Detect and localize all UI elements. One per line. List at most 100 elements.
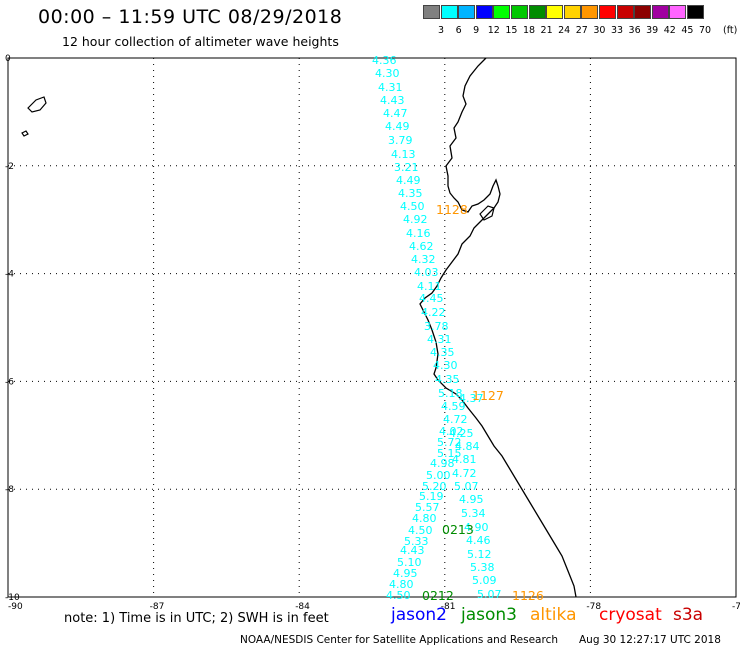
lon-tick-label: -90 <box>8 602 23 612</box>
wave-height-label: 5.33 <box>404 535 429 548</box>
wave-height-label: 4.02 <box>439 425 464 438</box>
lon-tick-label: -81 <box>441 602 456 612</box>
legend-swatch <box>475 5 493 19</box>
legend-swatch <box>616 5 634 19</box>
legend-swatch <box>423 5 440 19</box>
lon-tick-label: -78 <box>586 602 601 612</box>
legend-label: 9 <box>473 25 480 36</box>
legend-label: 39 <box>646 25 659 36</box>
wave-height-label: 5.07 <box>477 588 502 601</box>
wave-height-label: 5.18 <box>438 387 463 400</box>
wave-height-label: 4.50 <box>386 589 411 602</box>
wave-height-label: 4.31 <box>378 81 403 94</box>
wave-height-label: 4.35 <box>435 373 460 386</box>
wave-height-label: 4.47 <box>383 107 408 120</box>
wave-height-label: 4.72 <box>443 413 468 426</box>
wave-height-label: 4.92 <box>403 213 428 226</box>
lon-tick-label: -75 <box>732 602 740 612</box>
wave-height-label: 5.34 <box>461 507 486 520</box>
legend-label: 36 <box>628 25 641 36</box>
wave-height-label: 4.03 <box>414 266 439 279</box>
wave-height-label: 4.50 <box>408 524 433 537</box>
wave-height-label: 4.80 <box>412 512 437 525</box>
wave-height-label: 4.80 <box>389 578 414 591</box>
legend-swatch <box>493 5 511 19</box>
note-text: note: 1) Time is in UTC; 2) SWH is in fe… <box>64 611 329 626</box>
lat-tick-label: 0 <box>5 54 11 64</box>
legend-swatch <box>669 5 687 19</box>
legend-label: 42 <box>663 25 676 36</box>
wave-height-label: 5.57 <box>415 501 440 514</box>
legend-swatch <box>599 5 616 19</box>
lat-tick-label: -8 <box>5 485 14 495</box>
wave-height-label: 4.49 <box>396 174 421 187</box>
legend-label: 6 <box>455 25 462 36</box>
lat-tick-label: -6 <box>5 377 14 387</box>
wave-height-label: 4.13 <box>391 148 416 161</box>
wave-height-label: 4.98 <box>430 457 455 470</box>
map-frame <box>7 57 737 598</box>
legend-swatch <box>563 5 581 19</box>
wave-height-label: 4.59 <box>441 400 466 413</box>
legend-swatch <box>581 5 599 19</box>
wave-height-label: 5.38 <box>470 561 495 574</box>
legend-swatch <box>528 5 546 19</box>
wave-height-label: 4.43 <box>380 94 405 107</box>
wave-height-label: 4.30 <box>375 67 400 80</box>
legend-label: 30 <box>593 25 606 36</box>
wave-height-label: 5.72 <box>437 436 462 449</box>
legend-swatch <box>687 5 704 19</box>
wave-height-label: 4.32 <box>411 253 436 266</box>
wave-height-label: 4.16 <box>406 227 431 240</box>
legend-label: 27 <box>575 25 588 36</box>
wave-height-label: 4.90 <box>464 521 489 534</box>
wave-height-label: 3.21 <box>394 161 419 174</box>
legend-swatch <box>440 5 458 19</box>
timestamp-text: Aug 30 12:27:17 UTC 2018 <box>579 634 721 646</box>
wave-height-label: 4.30 <box>433 359 458 372</box>
wave-height-label: 4.22 <box>421 306 446 319</box>
island-galapagos-small <box>21 130 29 137</box>
legend-label: 33 <box>610 25 624 36</box>
wave-height-label: 3.79 <box>388 134 413 147</box>
legend-swatch <box>651 5 669 19</box>
satellite-jason2: jason2 <box>391 605 447 625</box>
wave-height-label: 4.81 <box>452 453 477 466</box>
satellite-jason3: jason3 <box>461 605 517 625</box>
satellite-cryosat: cryosat <box>599 605 662 625</box>
legend-swatch <box>511 5 528 19</box>
legend-label: 15 <box>505 25 518 36</box>
lat-tick-label: -4 <box>5 270 14 280</box>
legend-label: 70 <box>698 25 712 36</box>
wave-height-label: 5.00 <box>426 469 451 482</box>
lon-tick-label: -84 <box>295 602 310 612</box>
wave-height-label: 5.09 <box>472 574 497 587</box>
satellite-s3a: s3a <box>673 605 704 625</box>
wave-height-label: 5.10 <box>397 556 422 569</box>
wave-height-label: 4.31 <box>427 333 452 346</box>
legend-label: 45 <box>681 25 694 36</box>
legend-swatch <box>634 5 652 19</box>
wave-height-label: 5.07 <box>454 480 479 493</box>
legend-swatch <box>546 5 564 19</box>
wave-height-label: 5.20 <box>422 480 447 493</box>
lat-tick-label: -10 <box>5 593 20 603</box>
pass-time-label: 0213 <box>442 522 474 537</box>
pass-time-label: 1128 <box>436 202 468 217</box>
legend-unit: (ft) <box>723 25 738 36</box>
map-title: 00:00 – 11:59 UTC 08/29/2018 <box>38 6 343 28</box>
wave-height-label: 4.62 <box>409 240 434 253</box>
legend-label: 12 <box>487 25 500 36</box>
wave-height-label: 4.95 <box>393 567 418 580</box>
lon-tick-label: -87 <box>150 602 165 612</box>
wave-height-label: 4.35 <box>398 187 423 200</box>
legend-label: 18 <box>522 25 536 36</box>
coastline <box>419 57 577 598</box>
wave-height-label: 5.15 <box>437 447 462 460</box>
legend-label: 3 <box>437 25 445 36</box>
wave-height-label: 5.12 <box>467 548 492 561</box>
legend-swatch <box>458 5 476 19</box>
wave-height-label: 4.49 <box>385 120 410 133</box>
